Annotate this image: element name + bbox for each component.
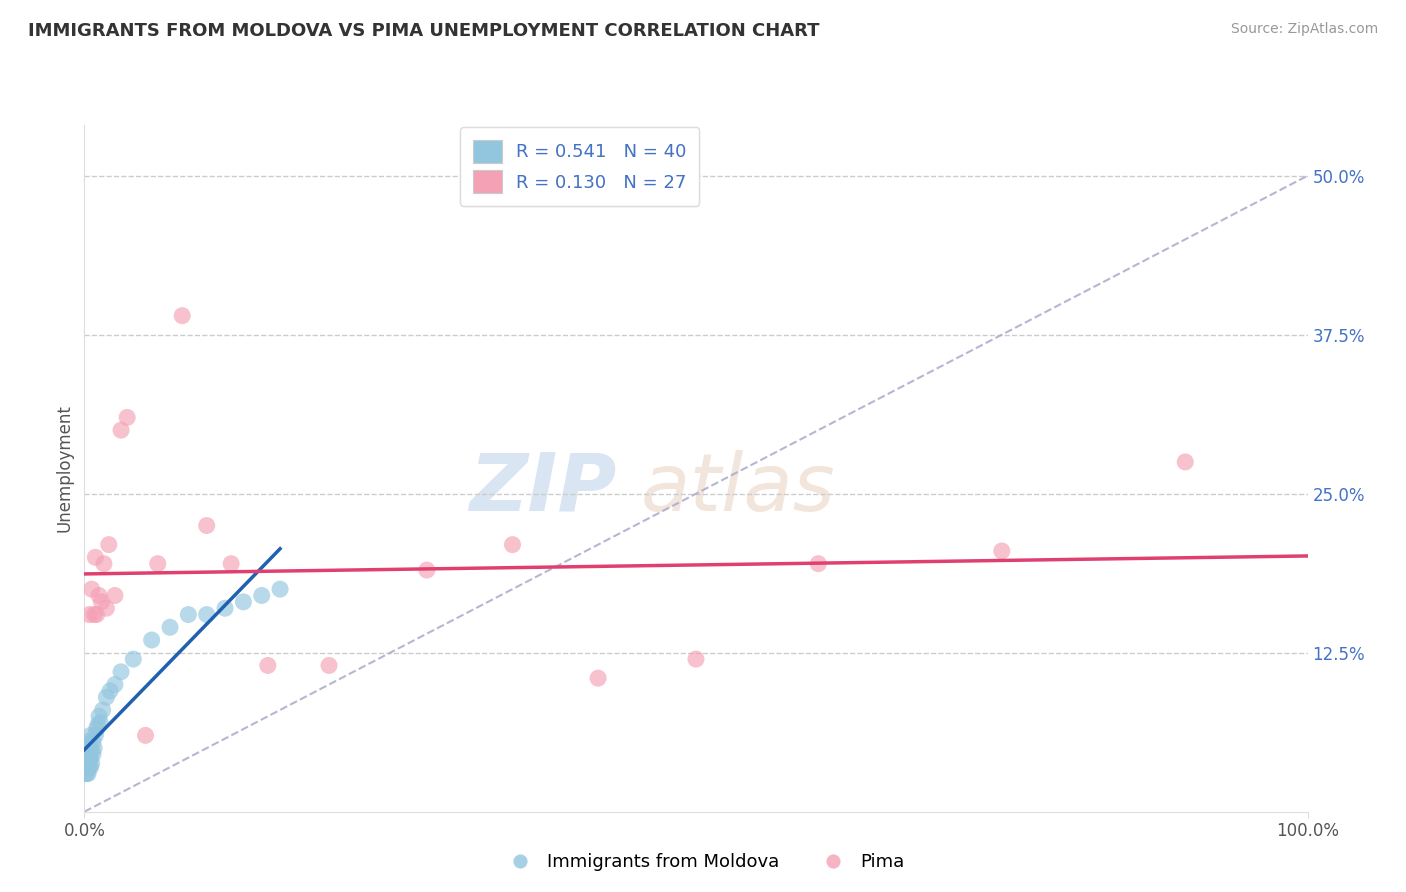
Point	[991, 544, 1014, 558]
Point	[90, 595, 112, 609]
Point	[79, 751, 101, 765]
Point	[80, 744, 103, 758]
Point	[257, 658, 280, 673]
Point	[77, 741, 100, 756]
Point	[79, 728, 101, 742]
Point	[98, 684, 121, 698]
Point	[86, 722, 108, 736]
Point	[75, 754, 97, 768]
Point	[86, 607, 108, 622]
Point	[87, 589, 110, 603]
Point	[76, 760, 98, 774]
Point	[82, 735, 104, 749]
Point	[80, 756, 103, 771]
Text: IMMIGRANTS FROM MOLDOVA VS PIMA UNEMPLOYMENT CORRELATION CHART: IMMIGRANTS FROM MOLDOVA VS PIMA UNEMPLOY…	[28, 22, 820, 40]
Point	[115, 410, 138, 425]
Point	[91, 703, 114, 717]
Point	[195, 518, 218, 533]
Y-axis label: Unemployment: Unemployment	[55, 404, 73, 533]
Point	[76, 766, 98, 780]
Point	[84, 728, 107, 742]
Point	[83, 741, 105, 756]
Point	[96, 601, 118, 615]
Point	[75, 760, 97, 774]
Point	[89, 715, 111, 730]
Legend: Immigrants from Moldova, Pima: Immigrants from Moldova, Pima	[495, 847, 911, 879]
Point	[219, 557, 242, 571]
Point	[232, 595, 254, 609]
Point	[135, 728, 157, 742]
Point	[77, 747, 100, 762]
Point	[77, 754, 100, 768]
Point	[77, 754, 100, 768]
Point	[80, 582, 103, 596]
Point	[87, 709, 110, 723]
Point	[146, 557, 169, 571]
Text: Source: ZipAtlas.com: Source: ZipAtlas.com	[1230, 22, 1378, 37]
Point	[110, 423, 132, 437]
Point	[172, 309, 194, 323]
Point	[104, 589, 127, 603]
Point	[104, 677, 127, 691]
Point	[1174, 455, 1197, 469]
Point	[77, 760, 100, 774]
Point	[122, 652, 145, 666]
Point	[141, 633, 163, 648]
Point	[84, 550, 107, 565]
Point	[685, 652, 707, 666]
Point	[79, 760, 101, 774]
Point	[77, 607, 100, 622]
Point	[77, 766, 100, 780]
Point	[76, 741, 98, 756]
Point	[807, 557, 830, 571]
Point	[195, 607, 218, 622]
Point	[502, 538, 524, 552]
Point	[269, 582, 291, 596]
Point	[93, 557, 115, 571]
Point	[83, 607, 105, 622]
Legend: R = 0.541   N = 40, R = 0.130   N = 27: R = 0.541 N = 40, R = 0.130 N = 27	[460, 127, 699, 206]
Point	[416, 563, 439, 577]
Point	[75, 766, 97, 780]
Point	[82, 747, 104, 762]
Point	[586, 671, 609, 685]
Point	[159, 620, 181, 634]
Point	[87, 718, 110, 732]
Point	[177, 607, 200, 622]
Point	[110, 665, 132, 679]
Point	[96, 690, 118, 705]
Point	[214, 601, 236, 615]
Text: atlas: atlas	[641, 450, 835, 528]
Point	[77, 735, 100, 749]
Point	[318, 658, 340, 673]
Point	[97, 538, 120, 552]
Point	[250, 589, 273, 603]
Text: ZIP: ZIP	[470, 450, 616, 528]
